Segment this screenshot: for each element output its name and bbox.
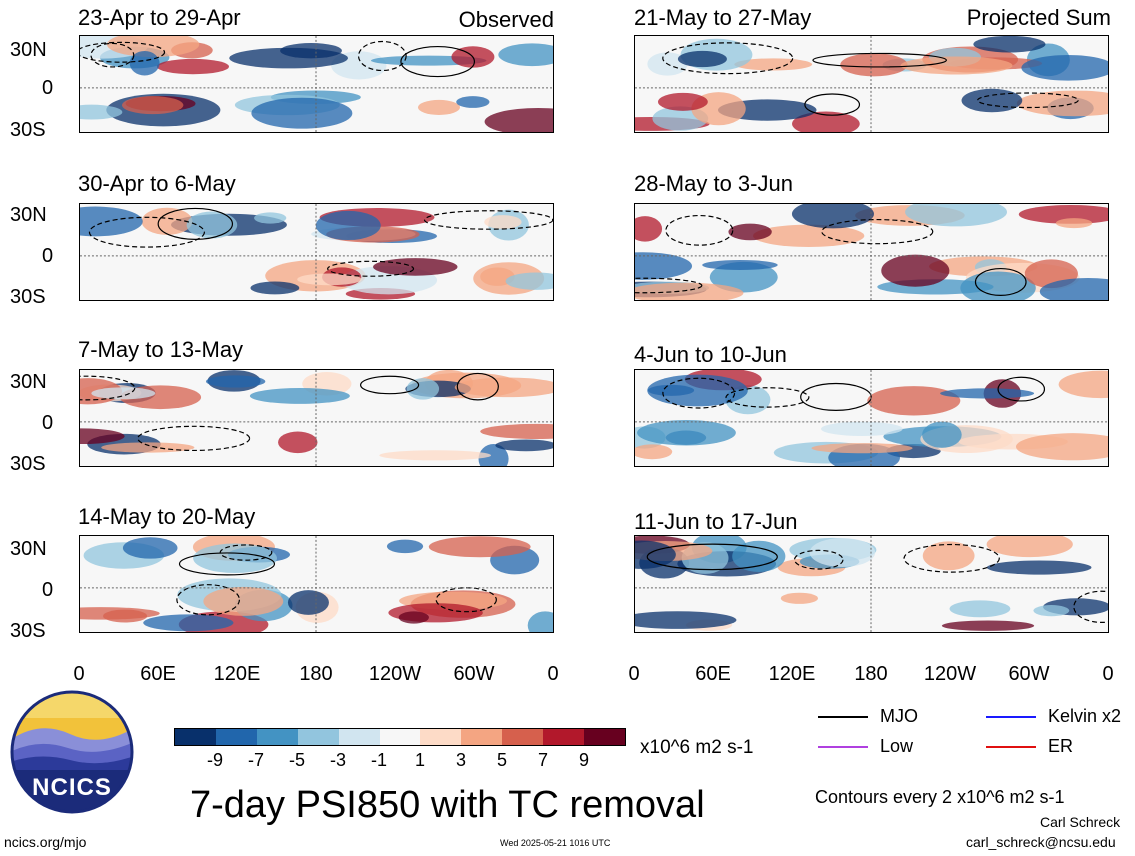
x-tick: 60E [140, 663, 176, 685]
legend-label: Low [880, 736, 914, 756]
panel-title: 14-May to 20-May [78, 504, 256, 529]
colorbar-tick: 3 [455, 750, 467, 770]
colorbar-tick: -3 [329, 750, 347, 770]
legend-kelvin: Kelvin x2 [986, 706, 1121, 727]
panel-title: 28-May to 3-Jun [634, 171, 793, 196]
x-tick: 120E [213, 663, 261, 685]
colorbar-tick: -5 [288, 750, 306, 770]
kelvin-line-icon [986, 716, 1036, 719]
colorbar-swatch [584, 729, 625, 745]
colorbar-tick: -9 [206, 750, 224, 770]
legend-label: MJO [880, 706, 918, 726]
x-tick: 60W [1008, 663, 1050, 685]
low-line-icon [818, 746, 868, 749]
contour-note: Contours every 2 x10^6 m2 s-1 [815, 787, 1065, 807]
y-tick: 30N [10, 39, 47, 61]
y-tick: 0 [42, 579, 54, 601]
colorbar-tick: -7 [247, 750, 265, 770]
colorbar-swatch [502, 729, 544, 745]
map-panel [79, 203, 554, 301]
colorbar-swatch [338, 729, 380, 745]
colorbar-tick: 7 [537, 750, 549, 770]
anomaly-field [635, 370, 1108, 466]
panel-title: 23-Apr to 29-Apr [78, 5, 241, 30]
legend-mjo: MJO [818, 706, 918, 727]
figure-title: 7-day PSI850 with TC removal [190, 784, 705, 826]
x-tick: 0 [628, 663, 640, 685]
y-tick: 30N [10, 204, 47, 226]
colorbar-tick: -1 [370, 750, 388, 770]
y-tick: 30S [10, 620, 46, 642]
anomaly-field [80, 36, 553, 132]
anomaly-field [80, 204, 553, 300]
x-tick: 120W [368, 663, 422, 685]
colorbar-units: x10^6 m2 s-1 [640, 737, 754, 758]
panel-title: 11-Jun to 17-Jun [634, 509, 798, 534]
x-tick: 180 [854, 663, 888, 685]
map-panel [79, 535, 554, 633]
map-panel [634, 35, 1109, 133]
footer-author: Carl Schreck [1040, 814, 1121, 830]
footer-timestamp: Wed 2025-05-21 1016 UTC [500, 838, 611, 848]
colorbar-tick: 9 [578, 750, 590, 770]
panel-title: 7-May to 13-May [78, 337, 244, 362]
panel-title: 4-Jun to 10-Jun [634, 342, 787, 367]
anomaly-field [635, 204, 1108, 300]
colorbar-swatch [297, 729, 339, 745]
x-tick: 60W [453, 663, 495, 685]
anomaly-field [80, 536, 553, 632]
legend-low: Low [818, 736, 913, 757]
y-tick: 0 [42, 412, 54, 434]
x-tick: 180 [299, 663, 333, 685]
ncics-logo-icon [10, 690, 134, 814]
legend-er: ER [986, 736, 1073, 757]
x-tick: 120W [923, 663, 977, 685]
colorbar-swatch [420, 729, 462, 745]
ncics-logo: NCICS [10, 690, 134, 814]
colorbar [174, 728, 626, 746]
x-tick: 0 [73, 663, 85, 685]
y-tick: 0 [42, 77, 54, 99]
panel-tag-projected: Projected Sum [966, 5, 1111, 30]
legend-label: ER [1048, 736, 1074, 756]
x-tick: 0 [1102, 663, 1114, 685]
legend-label: Kelvin x2 [1048, 706, 1122, 726]
panel-title: 21-May to 27-May [634, 5, 812, 30]
anomaly-field [635, 36, 1108, 132]
x-tick: 0 [547, 663, 559, 685]
anomaly-field [635, 536, 1108, 632]
map-panel [634, 369, 1109, 467]
panel-tag-observed: Observed [458, 7, 554, 32]
x-tick: 120E [768, 663, 816, 685]
colorbar-swatch [461, 729, 503, 745]
footer-email: carl_schreck@ncsu.edu [966, 834, 1116, 850]
x-tick: 60E [695, 663, 731, 685]
y-tick: 30S [10, 453, 46, 475]
footer-url: ncics.org/mjo [4, 834, 87, 850]
colorbar-swatch [175, 729, 216, 745]
y-tick: 30S [10, 286, 46, 308]
colorbar-swatch [215, 729, 257, 745]
map-panel [634, 203, 1109, 301]
anomaly-field [80, 370, 553, 466]
colorbar-tick: 1 [414, 750, 426, 770]
colorbar-tick: 5 [496, 750, 508, 770]
map-panel [79, 35, 554, 133]
map-panel [79, 369, 554, 467]
y-tick: 0 [42, 245, 54, 267]
colorbar-swatch [379, 729, 421, 745]
y-tick: 30N [10, 538, 47, 560]
map-panel [634, 535, 1109, 633]
er-line-icon [986, 746, 1036, 749]
mjo-line-icon [818, 716, 868, 719]
y-tick: 30N [10, 371, 47, 393]
y-tick: 30S [10, 119, 46, 141]
colorbar-swatch [256, 729, 298, 745]
panel-title: 30-Apr to 6-May [78, 171, 236, 196]
logo-text: NCICS [32, 774, 112, 801]
colorbar-swatch [543, 729, 585, 745]
